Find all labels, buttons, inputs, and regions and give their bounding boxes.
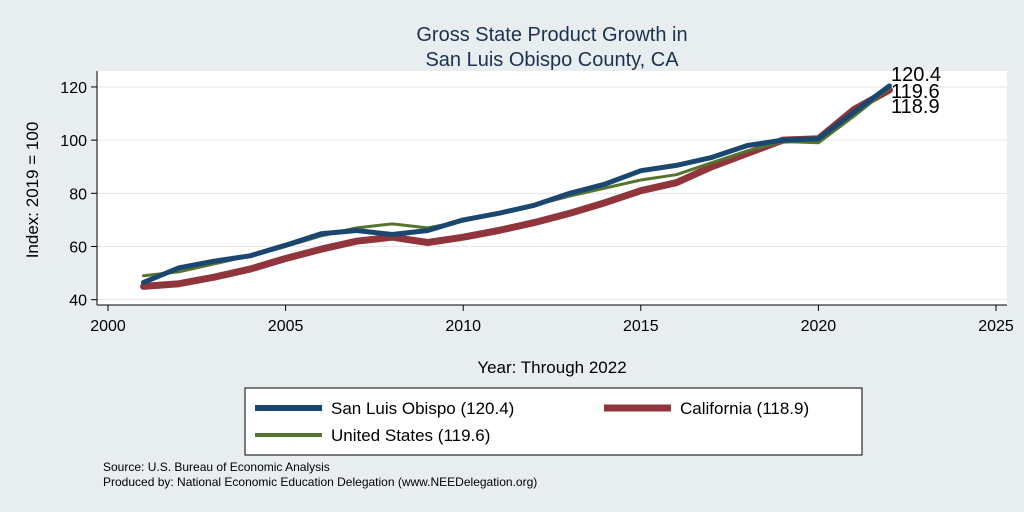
legend-box (244, 387, 863, 456)
y-tick-label-100: 100 (60, 133, 87, 150)
x-tick-label-2015: 2015 (623, 318, 659, 335)
x-tick-label-2005: 2005 (268, 318, 304, 335)
legend-label-san-luis-obispo: San Luis Obispo (120.4) (331, 399, 514, 418)
y-tick-label-80: 80 (69, 186, 87, 203)
legend-label-united-states: United States (119.6) (331, 426, 490, 445)
gridlines (97, 86, 1007, 301)
y-tick-label-60: 60 (69, 240, 87, 257)
chart-title-line-2: San Luis Obispo County, CA (425, 49, 679, 71)
end-label-california: 118.9 (891, 96, 940, 118)
y-tick-label-120: 120 (60, 80, 87, 97)
series-lines (140, 83, 893, 290)
x-tick-label-2025: 2025 (978, 318, 1014, 335)
y-axis-title: Index: 2019 = 100 (23, 122, 42, 259)
legend-label-california: California (118.9) (680, 399, 809, 418)
y-tick-label-40: 40 (69, 293, 87, 310)
source-note: Source: U.S. Bureau of Economic Analysis (103, 460, 330, 474)
produced-by-note: Produced by: National Economic Education… (103, 475, 537, 489)
x-tick-label-2010: 2010 (445, 318, 481, 335)
x-axis-title: Year: Through 2022 (477, 358, 626, 377)
x-tick-label-2020: 2020 (801, 318, 837, 335)
end-label-united-states: 119.6 (891, 81, 940, 103)
x-axis: 2000 2005 2010 2015 2020 2025 (90, 305, 1014, 335)
x-tick-label-2000: 2000 (90, 318, 126, 335)
legend: San Luis Obispo (120.4) California (118.… (244, 387, 863, 456)
series-line-san-luis-obispo (141, 83, 892, 285)
y-axis: 40 60 80 100 120 (60, 80, 97, 310)
end-label-san-luis-obispo: 120.4 (891, 64, 941, 86)
chart-title-line-1: Gross State Product Growth in (416, 24, 687, 46)
